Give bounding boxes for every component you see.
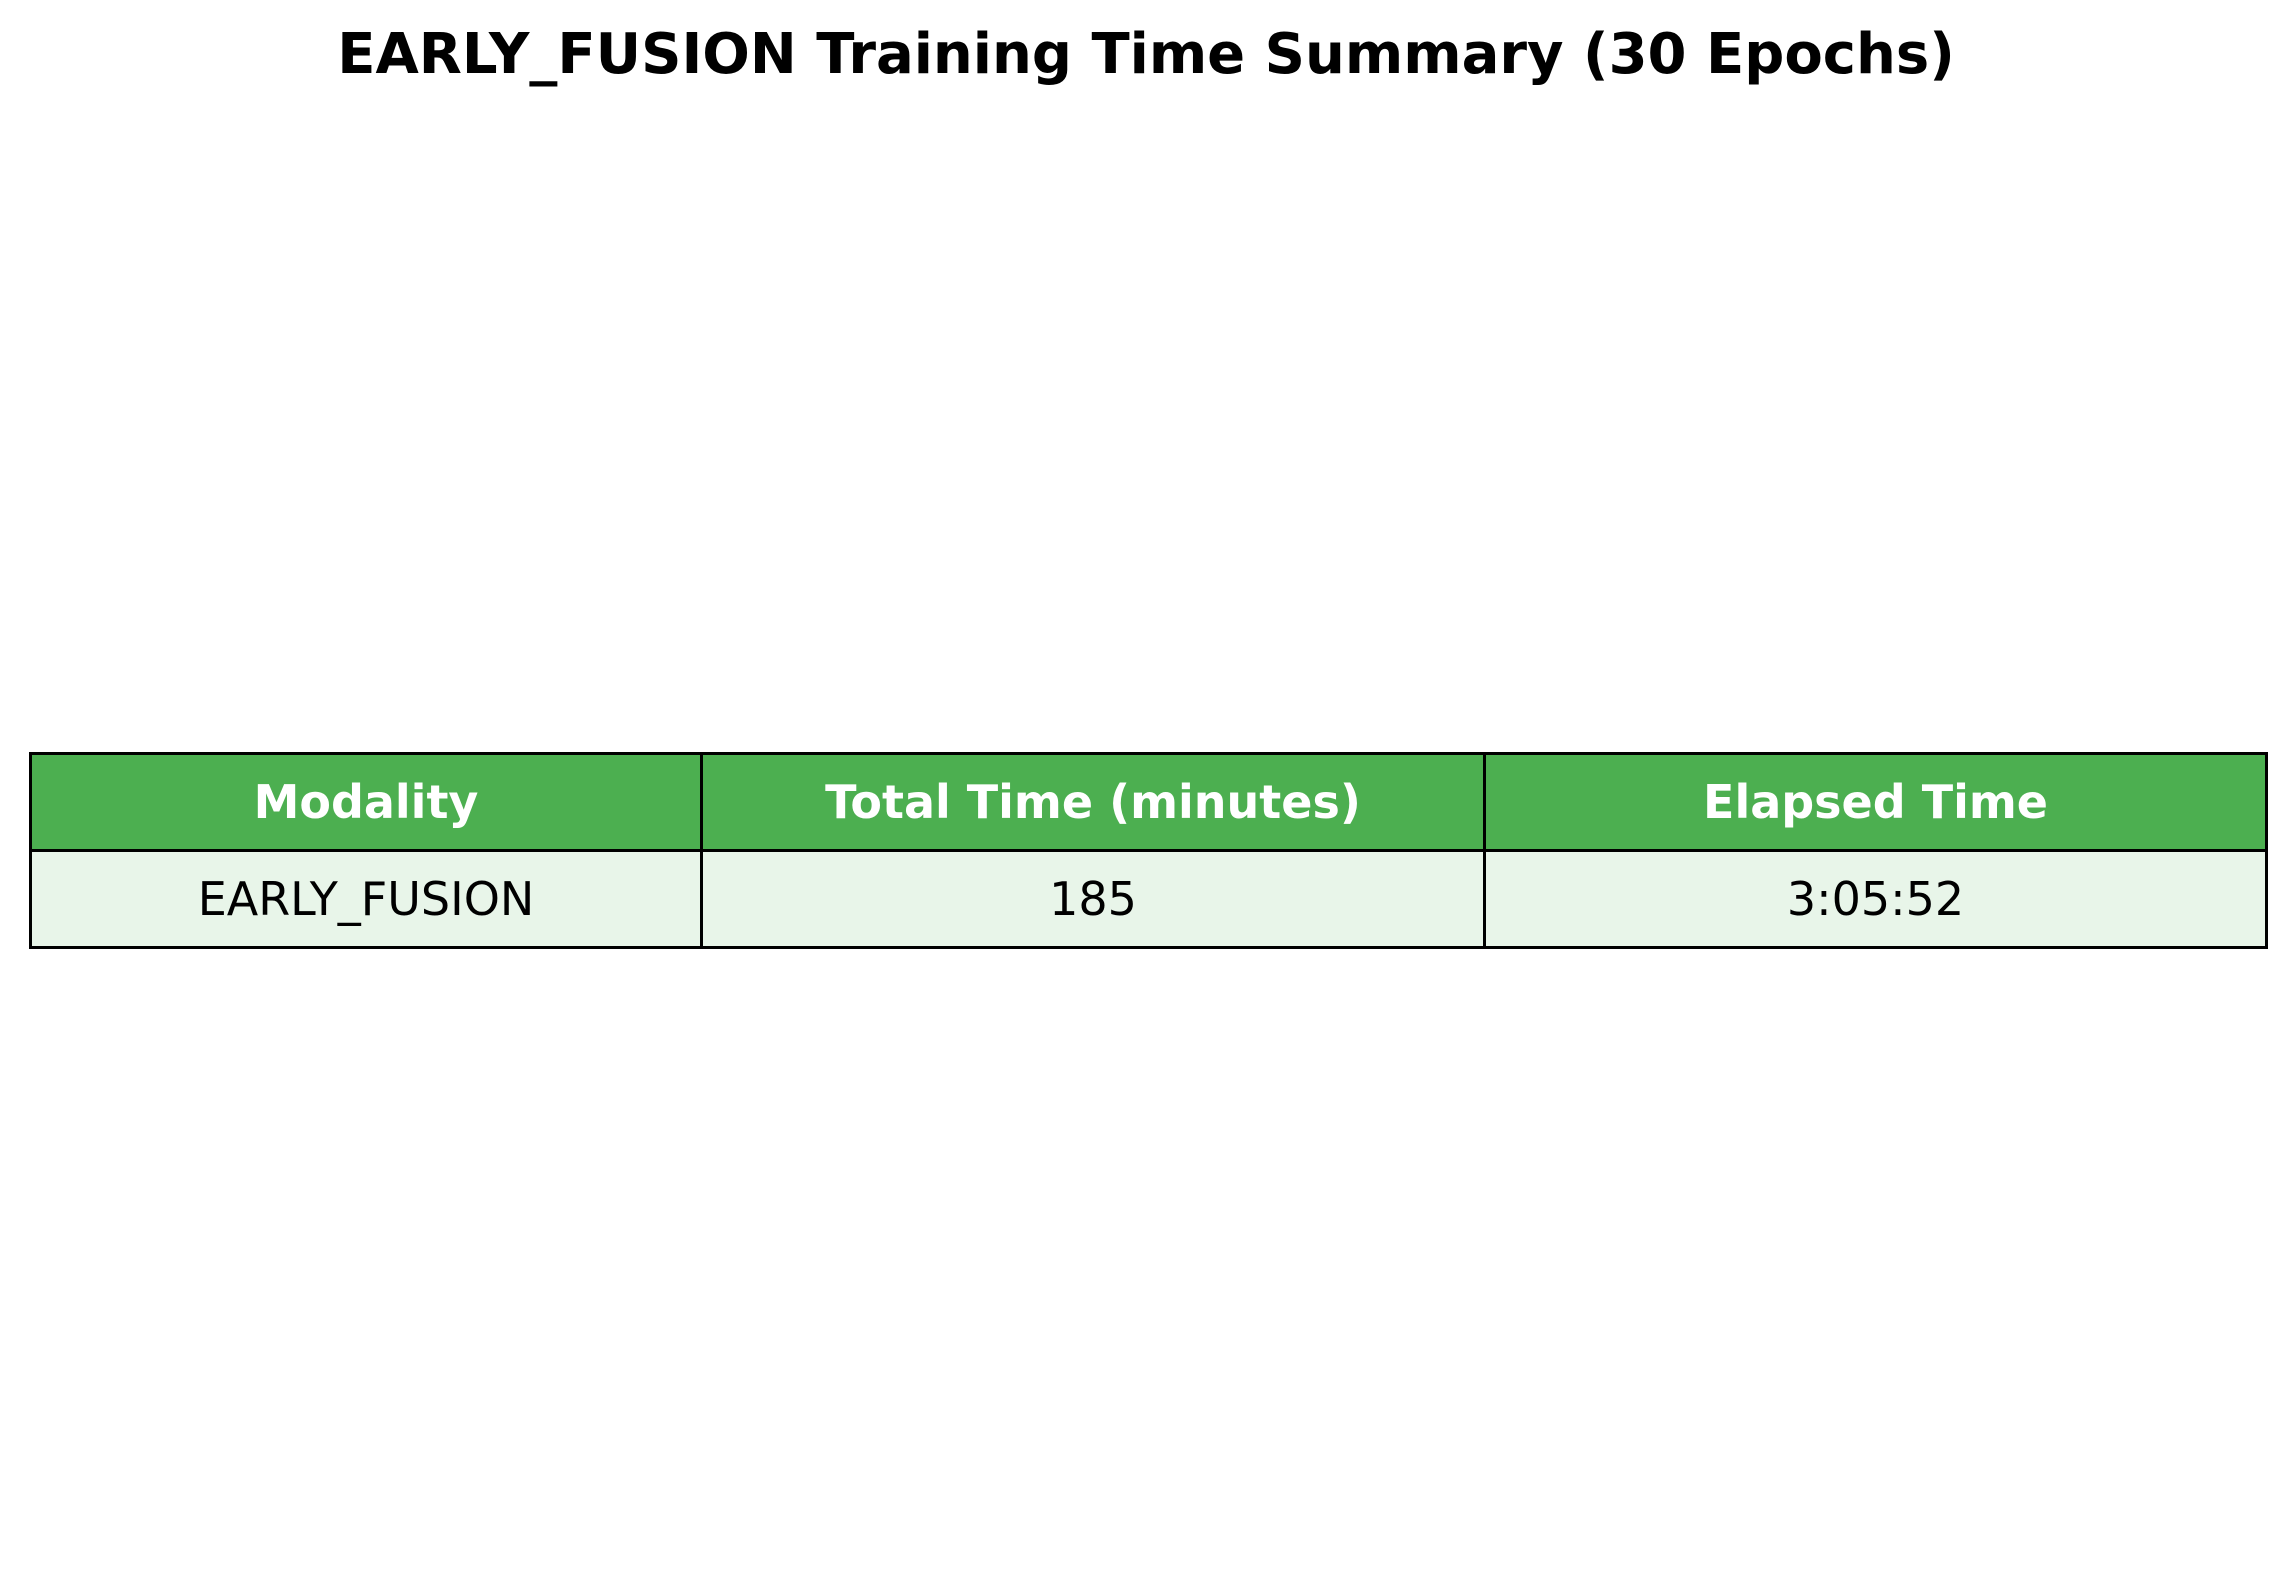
column-header-modality: Modality — [29, 752, 703, 852]
training-time-table: Modality Total Time (minutes) Elapsed Ti… — [29, 752, 2268, 949]
chart-title: EARLY_FUSION Training Time Summary (30 E… — [337, 22, 1955, 87]
cell-elapsed-time: 3:05:52 — [1483, 849, 2268, 949]
cell-total-time: 185 — [700, 849, 1486, 949]
table-row: EARLY_FUSION 185 3:05:52 — [29, 849, 2268, 949]
column-header-elapsed-time: Elapsed Time — [1483, 752, 2268, 852]
column-header-total-time: Total Time (minutes) — [700, 752, 1486, 852]
table-header-row: Modality Total Time (minutes) Elapsed Ti… — [29, 752, 2268, 852]
cell-modality: EARLY_FUSION — [29, 849, 703, 949]
